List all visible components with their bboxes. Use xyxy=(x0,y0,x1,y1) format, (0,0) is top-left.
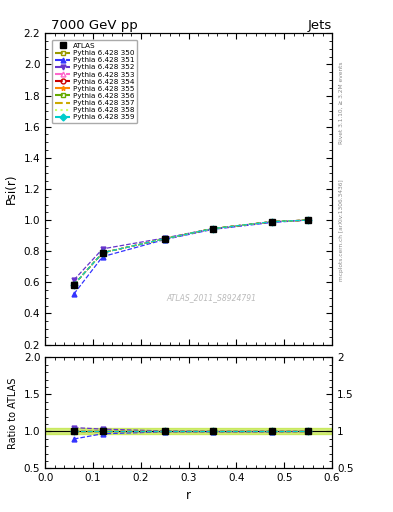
Pythia 6.428 350 xyxy=(306,217,310,223)
Pythia 6.428 359 xyxy=(162,236,167,242)
Pythia 6.428 352 xyxy=(270,219,275,225)
Pythia 6.428 352 xyxy=(210,226,215,232)
Pythia 6.428 352 xyxy=(306,217,310,223)
Line: Pythia 6.428 351: Pythia 6.428 351 xyxy=(72,218,310,296)
Pythia 6.428 351 xyxy=(306,217,310,223)
Pythia 6.428 351 xyxy=(270,219,275,225)
Pythia 6.428 358 xyxy=(162,236,167,242)
Line: Pythia 6.428 353: Pythia 6.428 353 xyxy=(72,218,310,287)
Pythia 6.428 355 xyxy=(162,236,167,242)
Pythia 6.428 359 xyxy=(72,282,76,288)
Y-axis label: Psi(r): Psi(r) xyxy=(5,174,18,204)
Pythia 6.428 353 xyxy=(162,236,167,242)
Pythia 6.428 358 xyxy=(306,217,310,223)
Pythia 6.428 357 xyxy=(270,219,275,225)
Pythia 6.428 350 xyxy=(100,250,105,256)
Pythia 6.428 352 xyxy=(100,246,105,252)
Pythia 6.428 353 xyxy=(210,226,215,232)
Pythia 6.428 358 xyxy=(210,226,215,232)
Text: ATLAS_2011_S8924791: ATLAS_2011_S8924791 xyxy=(167,293,257,303)
Pythia 6.428 354 xyxy=(72,282,76,288)
Pythia 6.428 358 xyxy=(270,219,275,225)
Pythia 6.428 355 xyxy=(100,250,105,256)
Bar xyxy=(45,429,332,434)
Pythia 6.428 357 xyxy=(162,236,167,242)
Pythia 6.428 359 xyxy=(100,250,105,256)
Line: Pythia 6.428 350: Pythia 6.428 350 xyxy=(72,218,310,287)
Pythia 6.428 355 xyxy=(306,217,310,223)
Pythia 6.428 356 xyxy=(162,236,167,242)
Text: Rivet 3.1.10, ≥ 3.2M events: Rivet 3.1.10, ≥ 3.2M events xyxy=(339,61,344,144)
Pythia 6.428 355 xyxy=(72,282,76,288)
Pythia 6.428 353 xyxy=(270,219,275,225)
Pythia 6.428 359 xyxy=(210,226,215,232)
Line: Pythia 6.428 356: Pythia 6.428 356 xyxy=(72,218,310,287)
Pythia 6.428 356 xyxy=(100,250,105,256)
Line: Pythia 6.428 357: Pythia 6.428 357 xyxy=(74,220,308,285)
X-axis label: r: r xyxy=(186,489,191,502)
Pythia 6.428 359 xyxy=(306,217,310,223)
Pythia 6.428 351 xyxy=(100,253,105,260)
Pythia 6.428 356 xyxy=(210,226,215,232)
Pythia 6.428 352 xyxy=(162,235,167,241)
Pythia 6.428 350 xyxy=(270,219,275,225)
Pythia 6.428 354 xyxy=(162,236,167,242)
Pythia 6.428 351 xyxy=(72,291,76,297)
Line: Pythia 6.428 355: Pythia 6.428 355 xyxy=(72,218,310,287)
Pythia 6.428 354 xyxy=(270,219,275,225)
Pythia 6.428 352 xyxy=(72,277,76,283)
Pythia 6.428 357 xyxy=(100,250,105,256)
Line: Pythia 6.428 354: Pythia 6.428 354 xyxy=(72,218,310,287)
Text: 7000 GeV pp: 7000 GeV pp xyxy=(51,19,138,32)
Pythia 6.428 350 xyxy=(210,226,215,232)
Pythia 6.428 354 xyxy=(100,250,105,256)
Pythia 6.428 357 xyxy=(210,226,215,232)
Line: Pythia 6.428 352: Pythia 6.428 352 xyxy=(72,218,310,283)
Text: Jets: Jets xyxy=(308,19,332,32)
Pythia 6.428 356 xyxy=(270,219,275,225)
Pythia 6.428 354 xyxy=(210,226,215,232)
Pythia 6.428 354 xyxy=(306,217,310,223)
Legend: ATLAS, Pythia 6.428 350, Pythia 6.428 351, Pythia 6.428 352, Pythia 6.428 353, P: ATLAS, Pythia 6.428 350, Pythia 6.428 35… xyxy=(51,40,137,123)
Pythia 6.428 351 xyxy=(162,237,167,243)
Pythia 6.428 358 xyxy=(100,250,105,256)
Pythia 6.428 356 xyxy=(306,217,310,223)
Line: Pythia 6.428 358: Pythia 6.428 358 xyxy=(74,220,308,285)
Pythia 6.428 358 xyxy=(72,282,76,288)
Y-axis label: Ratio to ATLAS: Ratio to ATLAS xyxy=(8,377,18,449)
Pythia 6.428 356 xyxy=(72,282,76,288)
Pythia 6.428 351 xyxy=(210,226,215,232)
Line: Pythia 6.428 359: Pythia 6.428 359 xyxy=(72,218,310,287)
Pythia 6.428 353 xyxy=(100,250,105,256)
Pythia 6.428 355 xyxy=(210,226,215,232)
Pythia 6.428 357 xyxy=(72,282,76,288)
Pythia 6.428 357 xyxy=(306,217,310,223)
Pythia 6.428 353 xyxy=(72,282,76,288)
Text: mcplots.cern.ch [arXiv:1306.3436]: mcplots.cern.ch [arXiv:1306.3436] xyxy=(339,180,344,281)
Pythia 6.428 350 xyxy=(162,236,167,242)
Pythia 6.428 353 xyxy=(306,217,310,223)
Pythia 6.428 350 xyxy=(72,282,76,288)
Pythia 6.428 355 xyxy=(270,219,275,225)
Pythia 6.428 359 xyxy=(270,219,275,225)
